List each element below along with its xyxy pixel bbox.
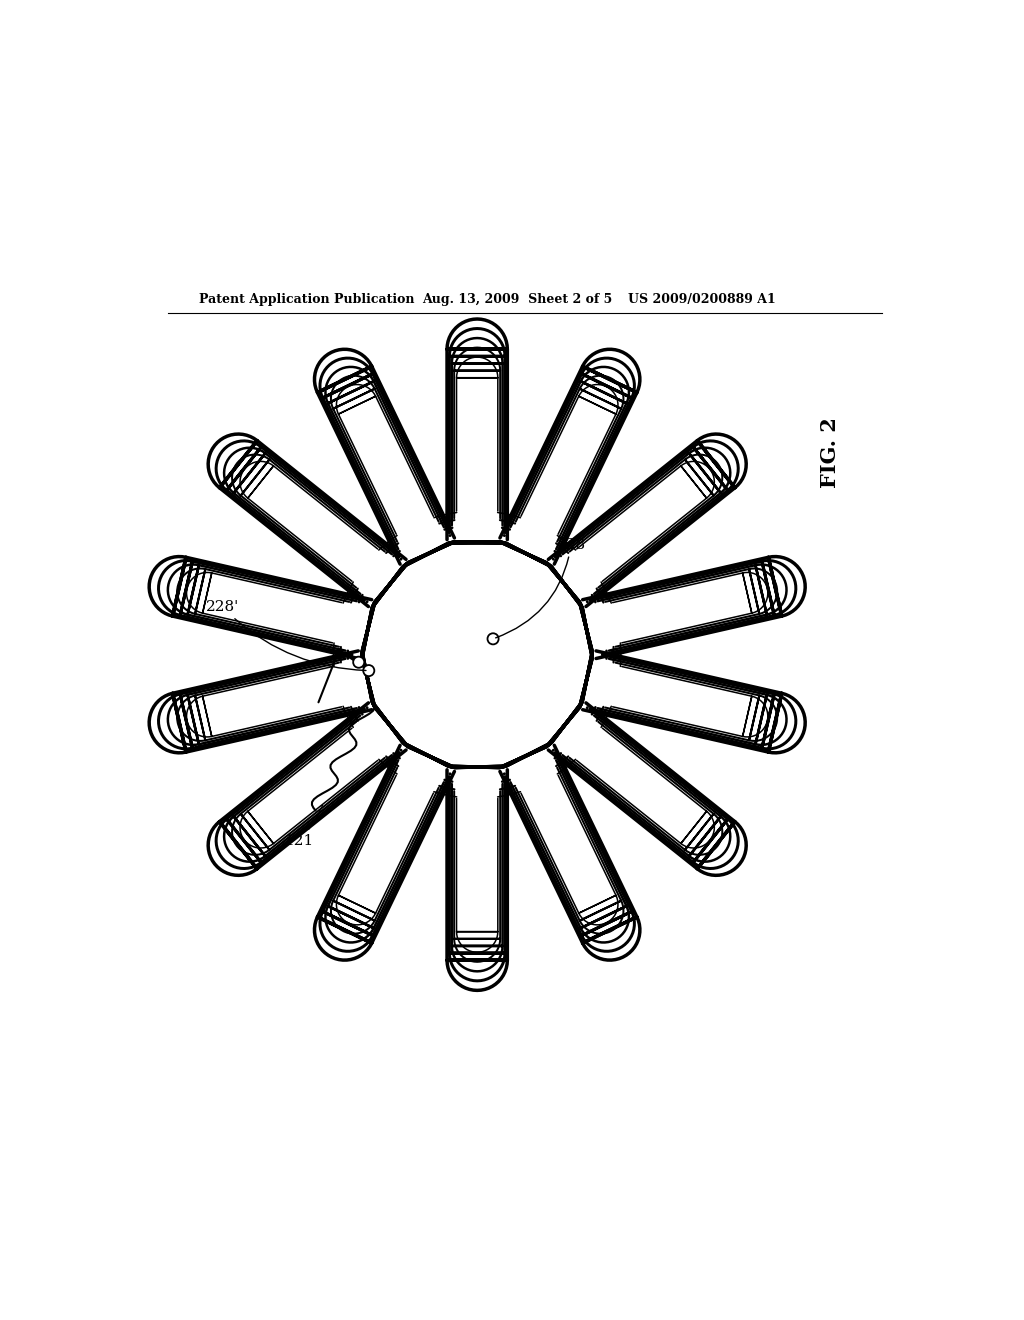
Text: Patent Application Publication: Patent Application Publication <box>200 293 415 306</box>
Text: 228: 228 <box>496 537 586 638</box>
Text: FIG. 2: FIG. 2 <box>820 417 841 488</box>
Circle shape <box>364 665 375 676</box>
Text: Aug. 13, 2009  Sheet 2 of 5: Aug. 13, 2009 Sheet 2 of 5 <box>422 293 612 306</box>
Text: 121: 121 <box>284 805 323 849</box>
Circle shape <box>353 656 365 668</box>
Circle shape <box>487 634 499 644</box>
Text: US 2009/0200889 A1: US 2009/0200889 A1 <box>628 293 776 306</box>
Text: 228': 228' <box>206 601 366 671</box>
